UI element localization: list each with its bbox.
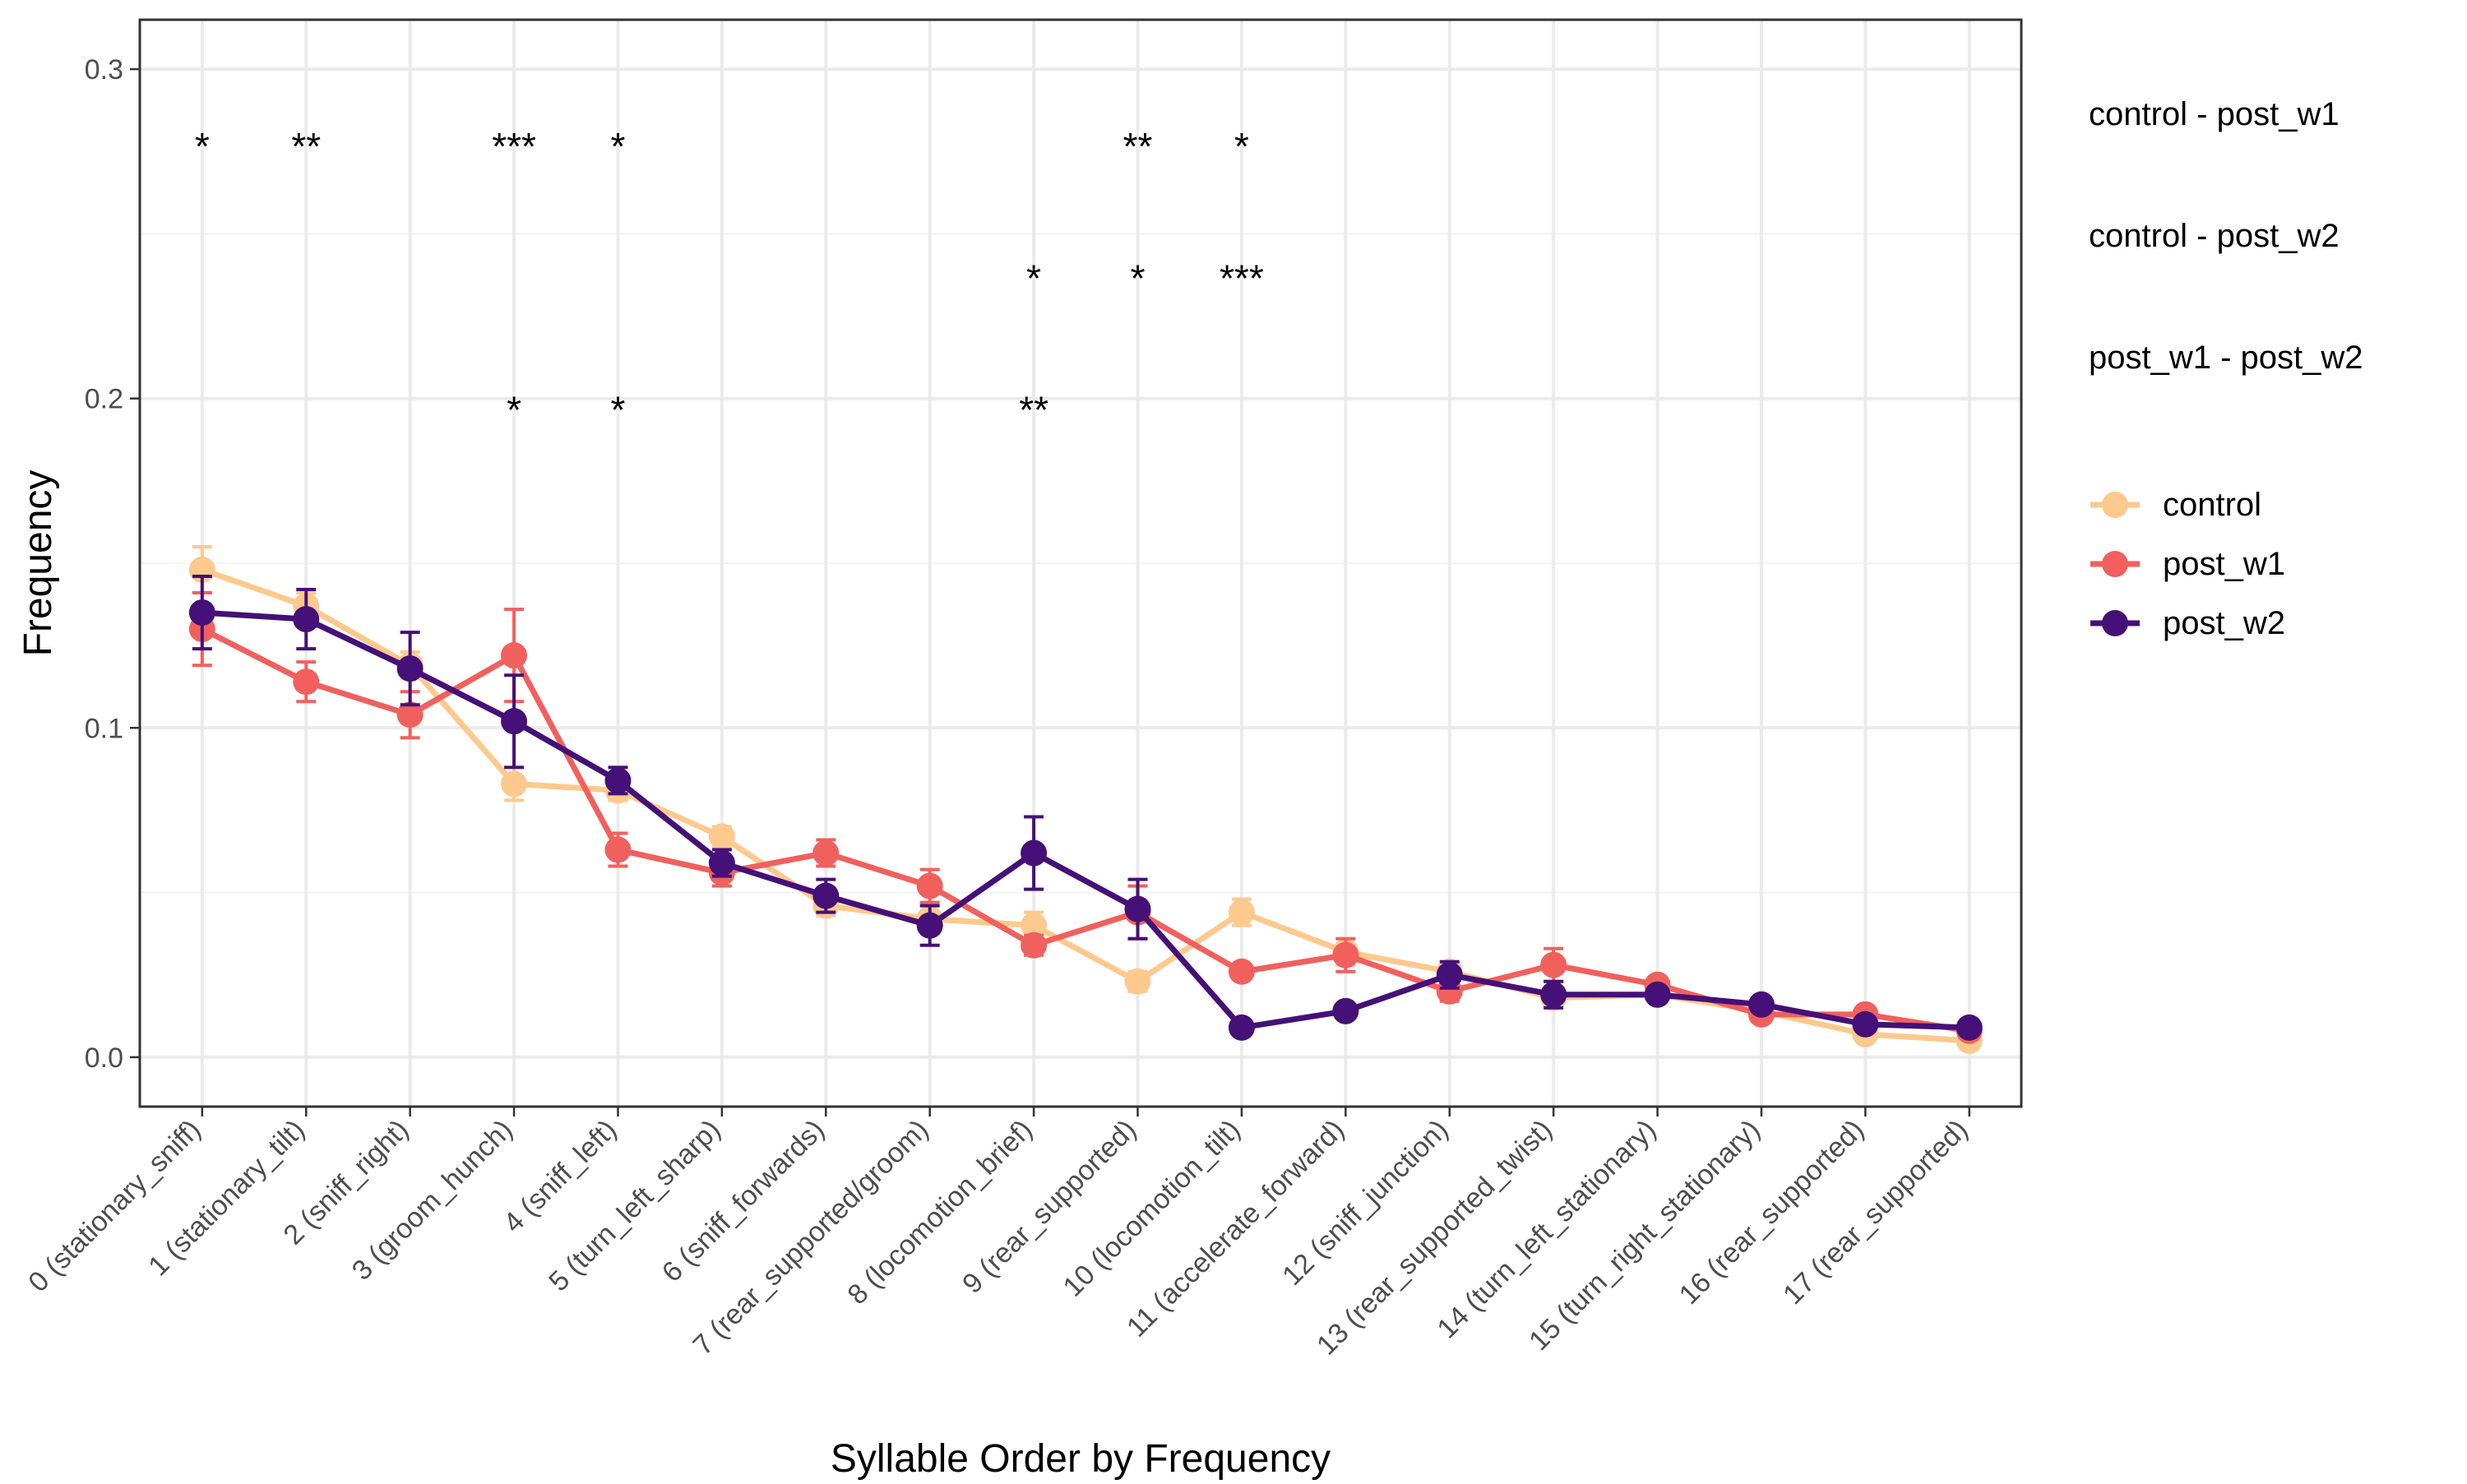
data-point-post_w2 <box>1956 1014 1983 1041</box>
data-point-post_w1 <box>1332 941 1359 969</box>
data-point-control <box>1021 912 1048 939</box>
plot-border <box>138 18 2023 1108</box>
series-line-post_w1 <box>201 626 1970 1034</box>
data-point-post_w2 <box>1332 997 1359 1024</box>
significance-mark: * <box>195 125 210 168</box>
series-line-post_w2 <box>201 609 1969 1031</box>
data-point-post_w1 <box>1021 932 1048 959</box>
data-point-post_w2 <box>708 849 735 876</box>
grid-lines <box>140 20 2021 1107</box>
significance-mark: * <box>507 389 521 432</box>
y-tick-label: 0.3 <box>85 54 123 86</box>
x-tick-label: 17 (rear_supported) <box>1777 1114 1974 1311</box>
data-point-post_w1 <box>916 872 943 899</box>
data-point-post_w2 <box>812 882 840 909</box>
data-point-post_w1 <box>293 668 320 696</box>
significance-mark: * <box>1026 257 1041 299</box>
significance-mark: * <box>1131 257 1146 299</box>
y-tick-label: 0.2 <box>85 384 123 415</box>
x-axis-title: Syllable Order by Frequency <box>831 1437 1331 1480</box>
legend-label: post_w2 <box>2163 605 2285 641</box>
data-point-post_w2 <box>1124 895 1151 922</box>
significance-mark: *** <box>1220 257 1264 299</box>
x-tick-label: 9 (rear_supported) <box>956 1114 1142 1300</box>
data-point-post_w2 <box>501 708 528 735</box>
x-tick-label: 8 (locomotion_brief) <box>841 1114 1038 1311</box>
significance-mark: * <box>611 389 626 432</box>
data-point-post_w2 <box>1540 981 1567 1008</box>
y-axis-title: Frequency <box>16 470 60 657</box>
x-tick-label: 16 (rear_supported) <box>1673 1114 1870 1311</box>
x-tick-label: 11 (accelerate_forward) <box>1121 1114 1350 1343</box>
legend-item-post_w2: post_w2 <box>2090 605 2285 641</box>
significance-mark: ** <box>1019 389 1048 432</box>
significance-mark: ** <box>291 125 321 168</box>
data-point-post_w1 <box>1540 951 1567 978</box>
series-post_w2 <box>188 575 1983 1041</box>
data-point-post_w2 <box>293 606 320 633</box>
significance-mark: *** <box>492 125 536 168</box>
data-point-post_w2 <box>396 655 424 682</box>
data-point-post_w1 <box>1228 958 1255 985</box>
data-point-post_w1 <box>812 839 840 867</box>
data-point-post_w2 <box>1644 981 1671 1008</box>
significance-mark: * <box>611 125 626 168</box>
data-point-post_w2 <box>1747 991 1775 1018</box>
data-point-post_w2 <box>1436 961 1463 988</box>
x-tick-label: 0 (stationary_sniff) <box>22 1114 206 1298</box>
legend-key-point <box>2102 610 2128 636</box>
data-point-post_w1 <box>604 836 632 863</box>
legend-key-point <box>2102 492 2128 518</box>
data-point-post_w2 <box>604 767 632 794</box>
data-point-control <box>708 823 735 850</box>
data-point-control <box>501 770 528 797</box>
legend-label: post_w1 <box>2163 546 2285 582</box>
comparison-label: control - post_w2 <box>2089 218 2340 254</box>
legend-item-post_w1: post_w1 <box>2090 546 2285 582</box>
data-point-post_w2 <box>1021 839 1048 867</box>
legend-item-control: control <box>2090 487 2261 523</box>
significance-annotations: * ** *** * ** ** * **** * ** <box>195 125 1264 431</box>
y-tick-label: 0.1 <box>85 713 123 744</box>
data-point-post_w1 <box>396 701 424 728</box>
data-point-post_w2 <box>188 599 215 626</box>
comparison-label: post_w1 - post_w2 <box>2089 340 2363 376</box>
data-point-control <box>1228 899 1255 926</box>
x-tick-label: 10 (locomotion_tilt) <box>1058 1114 1247 1303</box>
x-tick-label: 5 (turn_left_sharp) <box>543 1114 726 1297</box>
comparison-label: control - post_w1 <box>2089 96 2340 132</box>
y-tick-label: 0.0 <box>85 1042 123 1074</box>
data-point-post_w2 <box>1228 1014 1255 1041</box>
data-point-post_w1 <box>501 642 528 669</box>
legend-label: control <box>2163 487 2261 523</box>
significance-mark: * <box>1234 125 1249 168</box>
data-point-post_w2 <box>916 912 943 939</box>
data-point-control <box>1124 968 1151 995</box>
series-layer <box>188 544 1983 1054</box>
legend-key-point <box>2102 551 2128 577</box>
significance-mark: ** <box>1123 125 1153 168</box>
data-point-post_w2 <box>1852 1010 1879 1038</box>
